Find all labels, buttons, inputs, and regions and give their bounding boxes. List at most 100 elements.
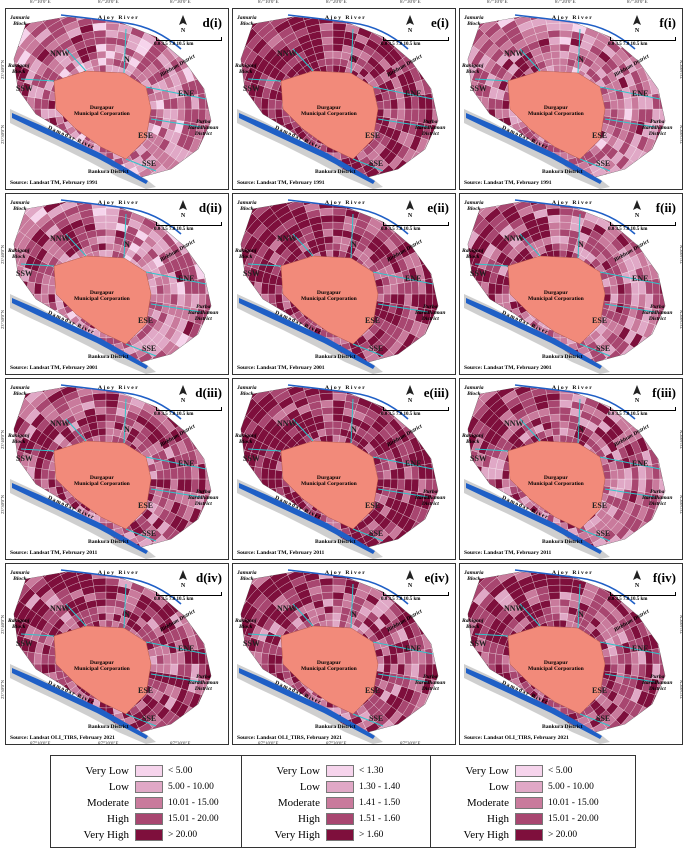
legend-row: Moderate 10.01 - 15.00 (59, 795, 249, 811)
source-caption: Source: Landsat TM, February 2011 (464, 550, 552, 556)
zone-boundary (350, 583, 354, 629)
legend-range-label: 1.30 - 1.40 (359, 782, 401, 792)
bankura-district-label: Bankura District (88, 539, 129, 545)
zone-boundary (474, 633, 509, 637)
coord-label: 87°30'0"E (400, 0, 421, 5)
zone-boundary (125, 713, 157, 727)
durgapur-corporation-label: Durgapur Municipal Corporation (528, 660, 584, 672)
source-caption: Source: Landsat TM, February 2011 (10, 550, 98, 556)
raniganj-block-label: Raniganj Block (235, 618, 257, 630)
durgapur-corporation-label: Durgapur Municipal Corporation (74, 290, 130, 302)
zone-boundary (123, 583, 127, 629)
scale-labels: 0.0 3.5 7.0 10.5 km (608, 227, 648, 232)
legend-e: Very Low < 1.30 Low 1.30 - 1.40 Moderate 1.41… (241, 755, 447, 848)
legend-swatch (135, 765, 163, 777)
zone-boundary (247, 78, 282, 82)
legend-class-label: Low (299, 781, 320, 793)
zone-label-sse: SSE (142, 344, 157, 353)
jamuria-block-label: Jamuria Block (237, 15, 257, 27)
zone-label-ssw: SSW (470, 639, 487, 648)
zone-label-ese: ESE (138, 131, 154, 140)
jamuria-block-label: Jamuria Block (10, 385, 30, 397)
north-label: N (408, 28, 413, 33)
durgapur-core-area (507, 70, 606, 160)
zone-label-ssw: SSW (16, 84, 33, 93)
purba-barddhaman-label: Purba Barddhaman District (415, 304, 446, 322)
raniganj-block-label: Raniganj Block (8, 618, 30, 630)
purba-barddhaman-label: Purba Barddhaman District (642, 119, 673, 137)
bankura-district-label: Bankura District (542, 724, 583, 730)
latitude-label: 23°30'0"N (679, 310, 684, 329)
zone-label-ssw: SSW (243, 454, 260, 463)
damodar-river (12, 113, 148, 184)
coord-label: 87°10'0"E (258, 742, 279, 747)
zone-boundary (604, 673, 656, 683)
scale-bar: 0.0 3.5 7.0 10.5 km (608, 407, 676, 423)
scale-labels: 0.0 3.5 7.0 10.5 km (381, 42, 421, 47)
north-label: N (635, 583, 640, 588)
legend-class-label: Very Low (85, 765, 129, 777)
ajoy-river-label: Ajoy River (325, 200, 367, 206)
zone-label-sse: SSE (142, 714, 157, 723)
zone-boundary (372, 641, 434, 655)
damodar-river (466, 668, 602, 739)
scale-labels: 0.0 3.5 7.0 10.5 km (154, 227, 194, 232)
ajoy-river (60, 199, 182, 235)
zone-boundary (372, 456, 434, 470)
north-arrow-icon: N (632, 200, 642, 219)
scale-labels: 0.0 3.5 7.0 10.5 km (154, 42, 194, 47)
north-label: N (181, 398, 186, 403)
map-panel: N 0.0 3.5 7.0 10.5 km Jamuria Block Raniganj… (5, 563, 229, 745)
durgapur-core-area (280, 625, 379, 715)
durgapur-corporation-label: Durgapur Municipal Corporation (301, 290, 357, 302)
zone-boundary (20, 78, 55, 82)
study-area-map (464, 384, 666, 559)
zone-label-nnw: NNW (504, 604, 524, 613)
legend-row: High 15.01 - 20.00 (439, 811, 629, 827)
map-panel: N 0.0 3.5 7.0 10.5 km Jamuria Block Raniganj… (459, 8, 683, 190)
durgapur-core-area (53, 625, 152, 715)
scale-bar: 0.0 3.5 7.0 10.5 km (608, 37, 676, 53)
north-label: N (181, 213, 186, 218)
latitude-label: 23°40'0"N (0, 60, 5, 79)
raniganj-block-label: Raniganj Block (235, 433, 257, 445)
zone-label-nnw: NNW (50, 234, 70, 243)
ajoy-river-label: Ajoy River (98, 15, 140, 21)
zone-label-ssw: SSW (470, 84, 487, 93)
zone-boundary (377, 118, 429, 128)
purba-barddhaman-label: Purba Barddhaman District (188, 304, 219, 322)
map-panel: N 0.0 3.5 7.0 10.5 km Jamuria Block Raniganj… (232, 8, 456, 190)
legend-class-label: Moderate (277, 797, 320, 809)
coord-label: 87°10'0"E (487, 0, 508, 5)
zone-boundary (352, 713, 384, 727)
panel-label: e(iii) (423, 385, 449, 400)
bankura-district-label: Bankura District (315, 354, 356, 360)
legend-range-label: < 5.00 (168, 766, 193, 776)
durgapur-core-area (507, 625, 606, 715)
ajoy-river (287, 384, 409, 420)
zone-boundary (604, 118, 656, 128)
legend-swatch (326, 829, 354, 841)
zone-label-n: N (351, 55, 357, 64)
damodar-river (466, 113, 602, 184)
legend-class-label: High (298, 813, 320, 825)
purba-barddhaman-label: Purba Barddhaman District (188, 119, 219, 137)
raniganj-block-label: Raniganj Block (235, 248, 257, 260)
zone-boundary (247, 263, 282, 267)
north-label: N (408, 583, 413, 588)
damodar-river (239, 668, 375, 739)
panel-label: d(i) (202, 15, 223, 30)
coord-label: 87°20'0"E (555, 0, 576, 5)
coord-label: 87°20'0"E (326, 742, 347, 747)
legend-row: High 15.01 - 20.00 (59, 811, 249, 827)
zone-boundary (125, 158, 157, 172)
zone-boundary (20, 448, 55, 452)
study-area-map (237, 569, 439, 744)
zone-label-sse: SSE (596, 159, 611, 168)
jamuria-block-label: Jamuria Block (464, 385, 484, 397)
bankura-district-label: Bankura District (315, 169, 356, 175)
latitude-label: 23°40'0"N (0, 245, 5, 264)
coord-label: 87°10'0"E (258, 0, 279, 5)
durgapur-core-area (507, 440, 606, 530)
north-arrow-icon: N (405, 385, 415, 404)
